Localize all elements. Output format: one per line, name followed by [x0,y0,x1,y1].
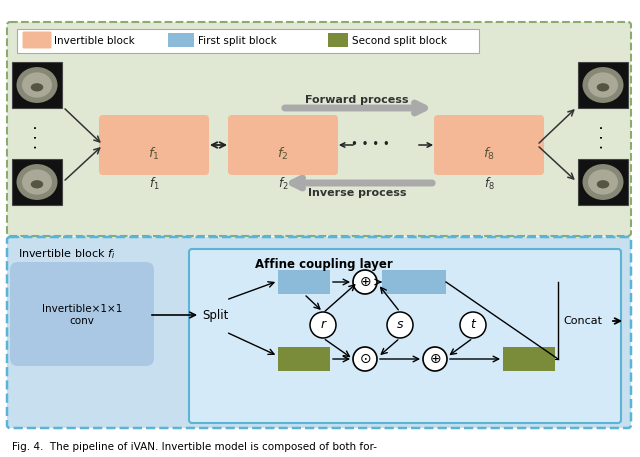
Circle shape [353,270,377,294]
Text: · · ·: · · · [595,125,611,149]
Text: Fig. 4.  The pipeline of iVAN. Invertible model is composed of both for-: Fig. 4. The pipeline of iVAN. Invertible… [12,442,377,452]
FancyArrowPatch shape [292,178,432,188]
Ellipse shape [17,67,58,103]
Circle shape [353,347,377,371]
Bar [278,347,330,371]
Bar [578,62,628,108]
Bar [278,270,330,294]
Bar [12,62,62,108]
Text: $f_2$: $f_2$ [277,146,289,162]
FancyBboxPatch shape [168,33,194,47]
Text: Concat: Concat [563,316,602,326]
Ellipse shape [588,72,618,98]
Text: $f_8$: $f_8$ [484,176,494,192]
FancyBboxPatch shape [17,29,479,53]
Text: Invertible block: Invertible block [54,36,135,46]
Text: Invertible block $f_i$: Invertible block $f_i$ [18,247,115,261]
Text: Invertible×1×1
conv: Invertible×1×1 conv [42,304,122,326]
FancyBboxPatch shape [10,262,154,366]
Bar [382,270,446,294]
Ellipse shape [22,72,52,98]
Text: First split block: First split block [198,36,276,46]
Text: s: s [397,319,403,331]
Text: $\oplus$: $\oplus$ [359,275,371,289]
FancyArrowPatch shape [285,103,424,113]
Bar [503,347,555,371]
Ellipse shape [588,170,618,195]
Text: $\odot$: $\odot$ [359,352,371,366]
Text: $\oplus$: $\oplus$ [429,352,441,366]
Text: t: t [470,319,476,331]
FancyBboxPatch shape [228,115,338,175]
Text: $f_2$: $f_2$ [278,176,288,192]
Bar [12,159,62,205]
Ellipse shape [22,170,52,195]
FancyBboxPatch shape [434,115,544,175]
FancyBboxPatch shape [22,32,51,48]
Text: · · ·: · · · [29,125,45,149]
Circle shape [460,312,486,338]
Text: r: r [321,319,326,331]
Ellipse shape [31,83,44,91]
Text: • • • •: • • • • [351,138,389,150]
Circle shape [387,312,413,338]
Ellipse shape [582,164,623,200]
Ellipse shape [596,180,609,188]
Circle shape [310,312,336,338]
FancyBboxPatch shape [7,22,631,236]
Text: Split: Split [202,308,228,322]
Ellipse shape [596,83,609,91]
Text: Forward process: Forward process [305,95,409,105]
Bar [578,159,628,205]
Text: $f_8$: $f_8$ [483,146,495,162]
FancyBboxPatch shape [99,115,209,175]
FancyBboxPatch shape [189,249,621,423]
Text: Second split block: Second split block [352,36,447,46]
Circle shape [423,347,447,371]
Text: $f_1$: $f_1$ [148,176,159,192]
Ellipse shape [31,180,44,188]
Text: Affine coupling layer: Affine coupling layer [255,258,393,271]
FancyBboxPatch shape [328,33,348,47]
Text: $f_1$: $f_1$ [148,146,160,162]
Text: Inverse process: Inverse process [308,188,406,198]
Ellipse shape [582,67,623,103]
Ellipse shape [17,164,58,200]
FancyBboxPatch shape [7,237,631,428]
